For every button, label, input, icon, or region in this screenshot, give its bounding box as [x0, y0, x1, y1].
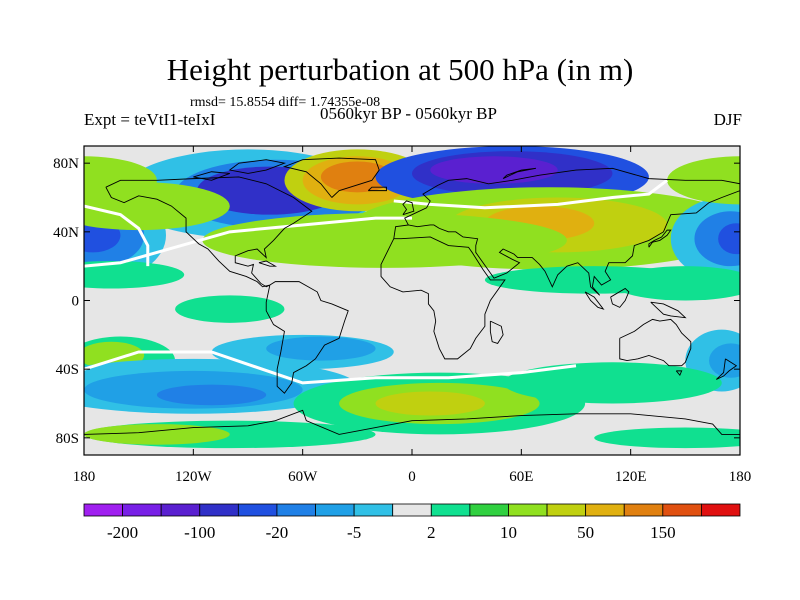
map-plot-area [83, 145, 741, 456]
coastline [584, 291, 605, 310]
field-region [84, 182, 230, 231]
colorbar-label: 150 [650, 523, 676, 542]
coastline [367, 186, 387, 192]
coastline [105, 176, 313, 288]
colorbar-swatch [585, 503, 625, 517]
colorbar-label: 10 [500, 523, 517, 542]
rmsd-stats: rmsd= 15.8554 diff= 1.74355e-08 [190, 95, 381, 110]
period-label: 0560kyr BP - 0560kyr BP [320, 104, 497, 123]
colorbar-swatch [199, 503, 239, 517]
field-region [430, 156, 558, 184]
season-label: DJF [713, 110, 742, 129]
coastline [193, 171, 230, 181]
colorbar-swatch [276, 503, 316, 517]
colorbar-swatch [237, 503, 278, 517]
field-region [594, 427, 740, 449]
field-region [612, 266, 740, 301]
field-region [156, 384, 267, 406]
plot-title: Height perturbation at 500 hPa (in m) [166, 52, 634, 87]
colorbar-swatch [701, 503, 741, 517]
colorbar-swatch [623, 503, 664, 517]
zero-contour-line [393, 179, 669, 210]
lon-tick-label: 180 [729, 469, 752, 485]
colorbar-swatch [662, 503, 702, 517]
colorbar-swatch [83, 503, 123, 517]
zero-contour-line [84, 216, 412, 268]
coastlines [84, 157, 740, 435]
lon-tick-label: 60E [509, 469, 533, 485]
colorbar-swatch [430, 503, 471, 517]
colorbar-swatch [546, 503, 587, 517]
zero-contour-line [84, 204, 150, 267]
colorbar-label: -100 [184, 523, 215, 542]
latitude-axis: 80N 40N 0 40S 80S [53, 156, 740, 447]
colorbar-label: -5 [347, 523, 361, 542]
field-region [84, 261, 185, 289]
colorbar-label: -200 [107, 523, 138, 542]
coastline [282, 157, 380, 198]
lon-tick-label: 60W [288, 469, 318, 485]
colorbar-swatch [508, 503, 548, 517]
field-region [709, 343, 740, 378]
lat-tick-label: 40N [53, 225, 79, 241]
colorbar: -200 -100 -20 -5 2 10 50 150 [83, 503, 741, 542]
longitude-axis: 180 120W 60W 0 60E 120E 180 [73, 146, 752, 485]
lon-tick-label: 0 [408, 469, 416, 485]
coastline [675, 370, 683, 377]
lon-tick-label: 120E [615, 469, 647, 485]
colorbar-label: 2 [427, 523, 436, 542]
coastline [84, 409, 740, 435]
colorbar-label: -20 [266, 523, 289, 542]
colorbar-swatch [122, 503, 162, 517]
colorbar-swatch [392, 503, 432, 517]
experiment-label: Expt = teVtI1-teIxI [84, 110, 216, 129]
field-region [718, 223, 740, 255]
field-region [503, 362, 722, 404]
coastline [610, 287, 630, 308]
coastline [380, 236, 506, 360]
coastline [265, 281, 349, 394]
coastline [619, 318, 692, 367]
lat-tick-label: 40S [56, 362, 79, 378]
colorbar-label: 50 [577, 523, 594, 542]
coastline [650, 301, 687, 319]
colorbar-swatch [160, 503, 201, 517]
lat-tick-label: 80S [56, 431, 79, 447]
field-region [266, 336, 376, 361]
field-region [320, 161, 394, 193]
coastline [502, 167, 536, 180]
field-region [84, 424, 230, 445]
zero-contours [84, 179, 669, 385]
coastline [489, 320, 504, 344]
colorbar-swatch [469, 503, 509, 517]
lon-tick-label: 180 [73, 469, 96, 485]
coastline [402, 200, 415, 216]
coastline [393, 167, 740, 296]
lon-tick-label: 120W [175, 469, 213, 485]
field-region [375, 391, 485, 416]
lat-tick-label: 0 [72, 294, 80, 310]
coastline [716, 358, 738, 380]
coastline [258, 260, 278, 267]
coastline [228, 159, 287, 174]
zero-contour-line [84, 350, 577, 385]
coastline [648, 229, 672, 248]
colorbar-swatch [353, 503, 394, 517]
field-region [175, 295, 285, 323]
colorbar-swatch [315, 503, 355, 517]
lat-tick-label: 80N [53, 156, 79, 172]
